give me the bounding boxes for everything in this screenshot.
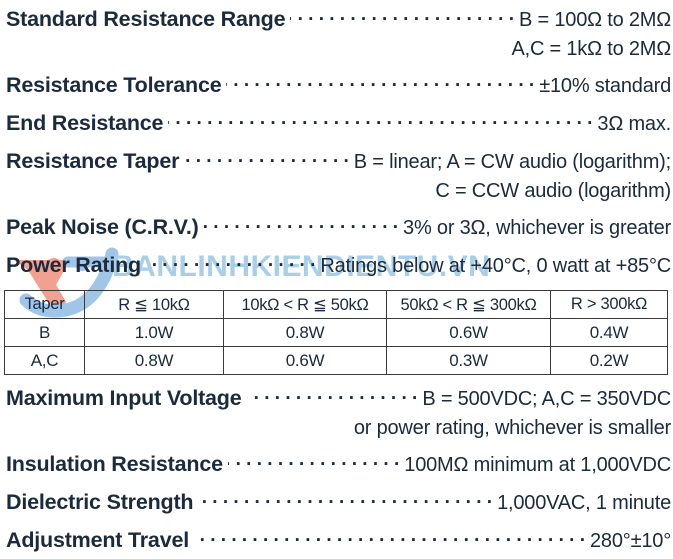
spec-row-maximum-input-voltage: Maximum Input Voltage B = 500VDC; A,C = … <box>0 386 673 417</box>
power-rating-table-container: Taper R ≦ 10kΩ 10kΩ < R ≦ 50kΩ 50kΩ < R … <box>4 290 668 375</box>
spec-continuation-maximum-input-voltage: or power rating, whichever is smaller <box>353 417 671 439</box>
dot-leader <box>226 76 534 92</box>
table-cell-value: 1.0W <box>84 318 224 347</box>
spec-value: Ratings below at +40°C, 0 watt at +85°C <box>320 255 671 277</box>
spec-continuation-resistance-taper: C = CCW audio (logarithm) <box>435 180 671 202</box>
dot-leader <box>184 152 349 168</box>
spec-value: 100MΩ minimum at 1,000VDC <box>404 454 671 476</box>
spec-label: Power Rating <box>6 253 141 277</box>
table-row: A,C 0.8W 0.6W 0.3W 0.2W <box>4 346 668 375</box>
spec-label: Resistance Tolerance <box>6 73 222 97</box>
spec-row-dielectric-strength: Dielectric Strength 1,000VAC, 1 minute <box>0 490 673 521</box>
spec-row-standard-resistance-range: Standard Resistance Range B = 100Ω to 2M… <box>0 7 673 38</box>
spec-row-resistance-taper: Resistance Taper B = linear; A = CW audi… <box>0 149 673 180</box>
spec-value: 1,000VAC, 1 minute <box>497 492 671 514</box>
table-cell-value: 0.6W <box>223 346 387 375</box>
spec-continuation-standard-resistance-range: A,C = 1kΩ to 2MΩ <box>511 38 671 60</box>
dot-leader <box>290 10 514 26</box>
table-header-cell: R > 300kΩ <box>550 290 668 319</box>
table-header-cell: 10kΩ < R ≦ 50kΩ <box>223 290 387 319</box>
spec-row-resistance-tolerance: Resistance Tolerance ±10% standard <box>0 73 673 104</box>
spec-label: Insulation Resistance <box>6 452 223 476</box>
specification-sheet: Standard Resistance Range B = 100Ω to 2M… <box>0 0 673 284</box>
power-rating-table: Taper R ≦ 10kΩ 10kΩ < R ≦ 50kΩ 50kΩ < R … <box>4 290 668 375</box>
spec-label: Standard Resistance Range <box>6 7 286 31</box>
spec-row-power-rating: Power Rating Ratings below at +40°C, 0 w… <box>0 253 673 284</box>
dot-leader <box>168 114 592 130</box>
spec-label: Adjustment Travel <box>6 528 189 552</box>
dot-leader <box>204 218 398 234</box>
dot-leader <box>228 455 399 471</box>
table-header-cell: 50kΩ < R ≦ 300kΩ <box>386 290 551 319</box>
dot-leader <box>194 531 585 547</box>
spec-value: 3Ω max. <box>597 113 671 135</box>
dot-leader <box>198 493 492 509</box>
table-header-cell: R ≦ 10kΩ <box>84 290 224 319</box>
table-cell-value: 0.4W <box>550 318 668 347</box>
table-cell-taper: A,C <box>4 346 85 375</box>
dot-leader <box>146 256 315 272</box>
spec-label: Peak Noise (C.R.V.) <box>6 215 199 239</box>
table-cell-value: 0.6W <box>386 318 551 347</box>
spec-value: B = 100Ω to 2MΩ <box>519 9 671 31</box>
table-cell-value: 0.8W <box>84 346 224 375</box>
spec-value: B = linear; A = CW audio (logarithm); <box>353 151 671 173</box>
table-cell-value: 0.3W <box>386 346 551 375</box>
spec-row-end-resistance: End Resistance 3Ω max. <box>0 111 673 142</box>
spec-row-peak-noise: Peak Noise (C.R.V.) 3% or 3Ω, whichever … <box>0 215 673 246</box>
dot-leader <box>247 389 418 405</box>
table-header-row: Taper R ≦ 10kΩ 10kΩ < R ≦ 50kΩ 50kΩ < R … <box>4 290 668 319</box>
table-row: B 1.0W 0.8W 0.6W 0.4W <box>4 318 668 347</box>
spec-value: B = 500VDC; A,C = 350VDC <box>422 388 671 410</box>
spec-value: ±10% standard <box>539 75 671 97</box>
spec-row-insulation-resistance: Insulation Resistance 100MΩ minimum at 1… <box>0 452 673 483</box>
table-cell-value: 0.8W <box>223 318 387 347</box>
spec-value: 3% or 3Ω, whichever is greater <box>403 217 671 239</box>
spec-label: Resistance Taper <box>6 149 180 173</box>
table-cell-taper: B <box>4 318 85 347</box>
spec-value: 280°±10° <box>590 530 671 552</box>
table-cell-value: 0.2W <box>550 346 668 375</box>
spec-label: End Resistance <box>6 111 164 135</box>
spec-label: Maximum Input Voltage <box>6 386 242 410</box>
table-header-cell: Taper <box>4 290 85 319</box>
specification-sheet-lower: Maximum Input Voltage B = 500VDC; A,C = … <box>0 375 673 559</box>
spec-label: Dielectric Strength <box>6 490 194 514</box>
